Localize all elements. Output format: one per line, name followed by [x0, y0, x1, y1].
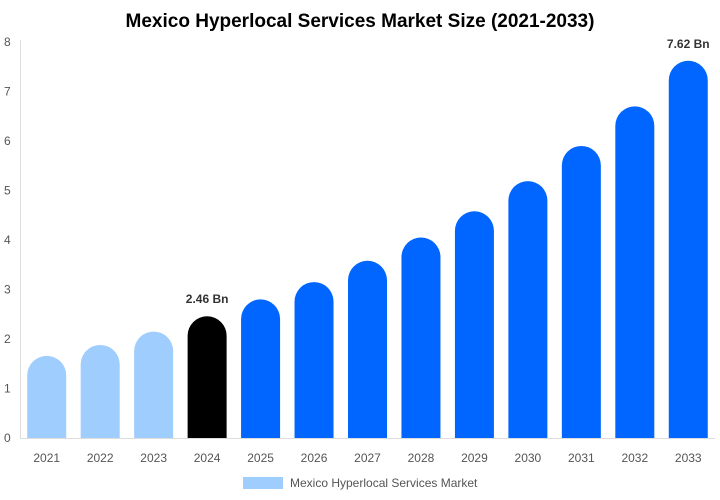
x-tick-label: 2022	[87, 451, 114, 465]
legend[interactable]: Mexico Hyperlocal Services Market	[243, 476, 478, 490]
legend-label: Mexico Hyperlocal Services Market	[290, 476, 478, 490]
x-tick-label: 2032	[621, 451, 648, 465]
bars	[27, 60, 708, 439]
bar-2027[interactable]	[348, 260, 387, 438]
legend-swatch	[243, 477, 283, 489]
bar-2023[interactable]	[134, 331, 174, 438]
bar-2026[interactable]	[294, 282, 334, 438]
bar-2021[interactable]	[27, 355, 67, 438]
bar-2033[interactable]	[668, 60, 708, 439]
data-label-2033: 7.62 Bn	[667, 37, 710, 51]
x-tick-label: 2029	[461, 451, 488, 465]
x-tick-label: 2025	[247, 451, 274, 465]
x-tick-label: 2030	[515, 451, 542, 465]
x-tick-label: 2027	[354, 451, 381, 465]
x-tick-label: 2024	[194, 451, 221, 465]
chart-title: Mexico Hyperlocal Services Market Size (…	[126, 11, 595, 32]
bar-2025[interactable]	[241, 299, 281, 438]
y-tick-label: 7	[4, 85, 11, 99]
x-tick-label: 2028	[408, 451, 435, 465]
bar-2031[interactable]	[561, 145, 601, 438]
x-tick-label: 2023	[140, 451, 167, 465]
data-labels: 2.46 Bn 7.62 Bn	[186, 37, 710, 306]
x-tick-label: 2031	[568, 451, 595, 465]
data-label-2024: 2.46 Bn	[186, 292, 229, 306]
x-tick-label: 2033	[675, 451, 702, 465]
y-axis: 0 1 2 3 4 5 6 7 8	[4, 35, 11, 445]
bar-2029[interactable]	[454, 211, 494, 438]
x-tick-label: 2021	[33, 451, 60, 465]
bar-2024[interactable]	[187, 316, 227, 438]
x-axis: 2021 2022 2023 2024 2025 2026 2027 2028 2029 2030…	[33, 451, 702, 465]
y-tick-label: 6	[4, 134, 11, 148]
y-tick-label: 5	[4, 184, 11, 198]
bar-2028[interactable]	[401, 237, 441, 438]
y-tick-label: 4	[4, 233, 11, 247]
y-tick-label: 1	[4, 382, 11, 396]
y-tick-label: 8	[4, 35, 11, 49]
bar-2022[interactable]	[80, 344, 120, 438]
bar-2030[interactable]	[508, 181, 548, 439]
bar-2032[interactable]	[615, 106, 655, 438]
y-tick-label: 0	[4, 431, 11, 445]
x-tick-label: 2026	[301, 451, 328, 465]
y-tick-label: 3	[4, 283, 11, 297]
y-tick-label: 2	[4, 332, 11, 346]
